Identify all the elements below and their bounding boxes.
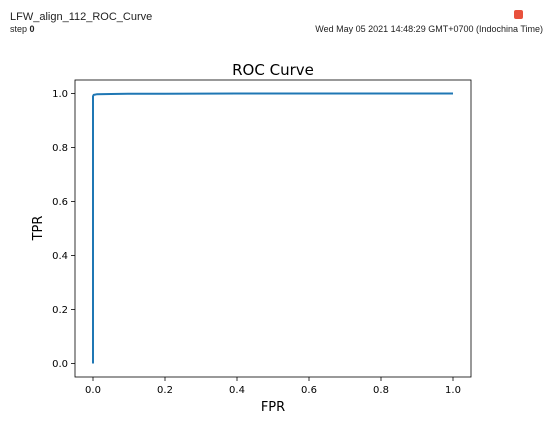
y-tick-label: 0.4 — [52, 251, 68, 262]
step-label: step — [10, 24, 28, 34]
pin-icon[interactable] — [514, 10, 523, 19]
plot-frame — [74, 79, 472, 378]
y-tick-label: 0.2 — [52, 305, 68, 316]
x-tick-label: 0.4 — [229, 385, 245, 396]
x-tick-label: 0.6 — [301, 385, 317, 396]
card-header: LFW_align_112_ROC_Curve step 0 Wed May 0… — [0, 0, 553, 40]
y-tick-label: 0.0 — [52, 359, 68, 370]
y-tick-label: 0.6 — [52, 197, 68, 208]
y-axis-label: TPR — [31, 216, 46, 242]
y-axis-ticks: 0.0 0.2 0.4 0.6 0.8 1.0 — [52, 89, 75, 370]
tag-title: LFW_align_112_ROC_Curve — [10, 11, 153, 23]
x-tick-label: 0.8 — [373, 385, 389, 396]
y-tick-label: 1.0 — [52, 89, 68, 100]
y-tick-label: 0.8 — [52, 143, 68, 154]
x-axis-label: FPR — [261, 400, 285, 415]
step-value: 0 — [29, 24, 35, 34]
series-group — [92, 92, 453, 364]
x-tick-label: 0.2 — [157, 385, 173, 396]
x-axis-ticks: 0.0 0.2 0.4 0.6 0.8 1.0 — [85, 377, 461, 396]
step-indicator: step 0 — [10, 24, 35, 34]
x-tick-label: 1.0 — [445, 385, 461, 396]
x-tick-label: 0.0 — [85, 385, 101, 396]
timestamp: Wed May 05 2021 14:48:29 GMT+0700 (Indoc… — [315, 24, 543, 34]
roc-series-line — [92, 92, 453, 364]
chart-title: ROC Curve — [232, 61, 314, 79]
